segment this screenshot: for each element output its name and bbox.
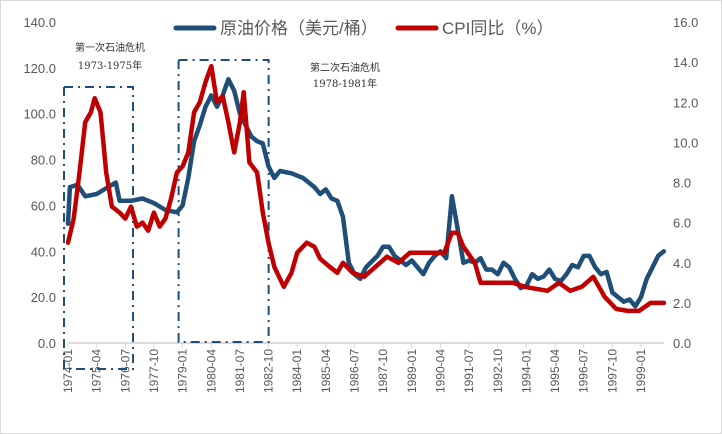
- right-y-tick-label: 2.0: [673, 296, 691, 311]
- x-tick-label: 1997-10: [605, 349, 619, 393]
- left-y-tick-label: 140.0: [23, 15, 56, 30]
- x-tick-label: 1986-07: [348, 349, 362, 393]
- right-y-tick-label: 8.0: [673, 176, 691, 191]
- x-tick-label: 1991-07: [462, 349, 476, 393]
- annotation-period-1: 1973-1975年: [78, 59, 142, 72]
- x-tick-label: 1981-07: [233, 349, 247, 393]
- x-tick-label: 1985-04: [319, 349, 333, 393]
- x-tick-label: 1979-01: [176, 349, 190, 393]
- x-tick-label: 1982-10: [262, 349, 276, 393]
- right-y-tick-label: 6.0: [673, 216, 691, 231]
- left-y-tick-label: 120.0: [23, 61, 56, 76]
- legend: 原油价格（美元/桶） CPI同比（%）: [173, 19, 553, 38]
- x-tick-label: 1989-01: [405, 349, 419, 393]
- x-tick-label: 1999-01: [634, 349, 648, 393]
- x-tick-label: 1984-01: [290, 349, 304, 393]
- left-y-tick-label: 0.0: [38, 336, 56, 351]
- annotation-title-1: 第一次石油危机: [75, 41, 145, 54]
- x-tick-label: 1990-04: [433, 349, 447, 393]
- annotation-period-2: 1978-1981年: [313, 77, 377, 90]
- x-tick-label: 1992-10: [491, 349, 505, 393]
- x-tick-label: 1996-07: [577, 349, 591, 393]
- left-y-tick-label: 80.0: [31, 153, 56, 168]
- left-y-tick-label: 100.0: [23, 107, 56, 122]
- legend-label-cpi: CPI同比（%）: [442, 19, 553, 38]
- x-tick-label: 1976-07: [118, 349, 132, 393]
- series-lines: [65, 63, 667, 314]
- legend-label-oil: 原油价格（美元/桶）: [220, 19, 378, 38]
- cpi-line: [65, 63, 667, 314]
- crisis-box-1: [63, 86, 135, 370]
- right-y-axis: 0.0 2.0 4.0 6.0 8.0 10.0 12.0 14.0 16.0: [673, 15, 698, 351]
- crisis-boxes: [63, 59, 270, 370]
- annotations: 第一次石油危机 1973-1975年 第二次石油危机 1978-1981年: [75, 41, 380, 90]
- x-tick-label: 1974-01: [61, 349, 75, 393]
- crisis-box-2: [177, 59, 270, 343]
- x-tick-label: 1980-04: [204, 349, 218, 393]
- right-y-tick-label: 16.0: [673, 15, 698, 30]
- x-tick-label: 1975-04: [90, 349, 104, 393]
- left-y-tick-label: 40.0: [31, 244, 56, 259]
- right-y-tick-label: 0.0: [673, 336, 691, 351]
- x-tick-label: 1977-10: [147, 349, 161, 393]
- right-y-tick-label: 12.0: [673, 95, 698, 110]
- oil-price-line: [65, 77, 667, 309]
- x-tick-label: 1995-04: [548, 349, 562, 393]
- right-y-tick-label: 10.0: [673, 135, 698, 150]
- right-y-tick-label: 4.0: [673, 256, 691, 271]
- left-y-tick-label: 20.0: [31, 290, 56, 305]
- left-y-axis: 0.0 20.0 40.0 60.0 80.0 100.0 120.0 140.0: [23, 15, 56, 351]
- x-tick-label: 1987-10: [376, 349, 390, 393]
- x-tick-label: 1994-01: [519, 349, 533, 393]
- annotation-title-2: 第二次石油危机: [310, 61, 380, 74]
- right-y-tick-label: 14.0: [673, 55, 698, 70]
- x-axis: 1974-01 1975-04 1976-07 1977-10 1979-01 1980-…: [61, 342, 664, 393]
- left-y-tick-label: 60.0: [31, 198, 56, 213]
